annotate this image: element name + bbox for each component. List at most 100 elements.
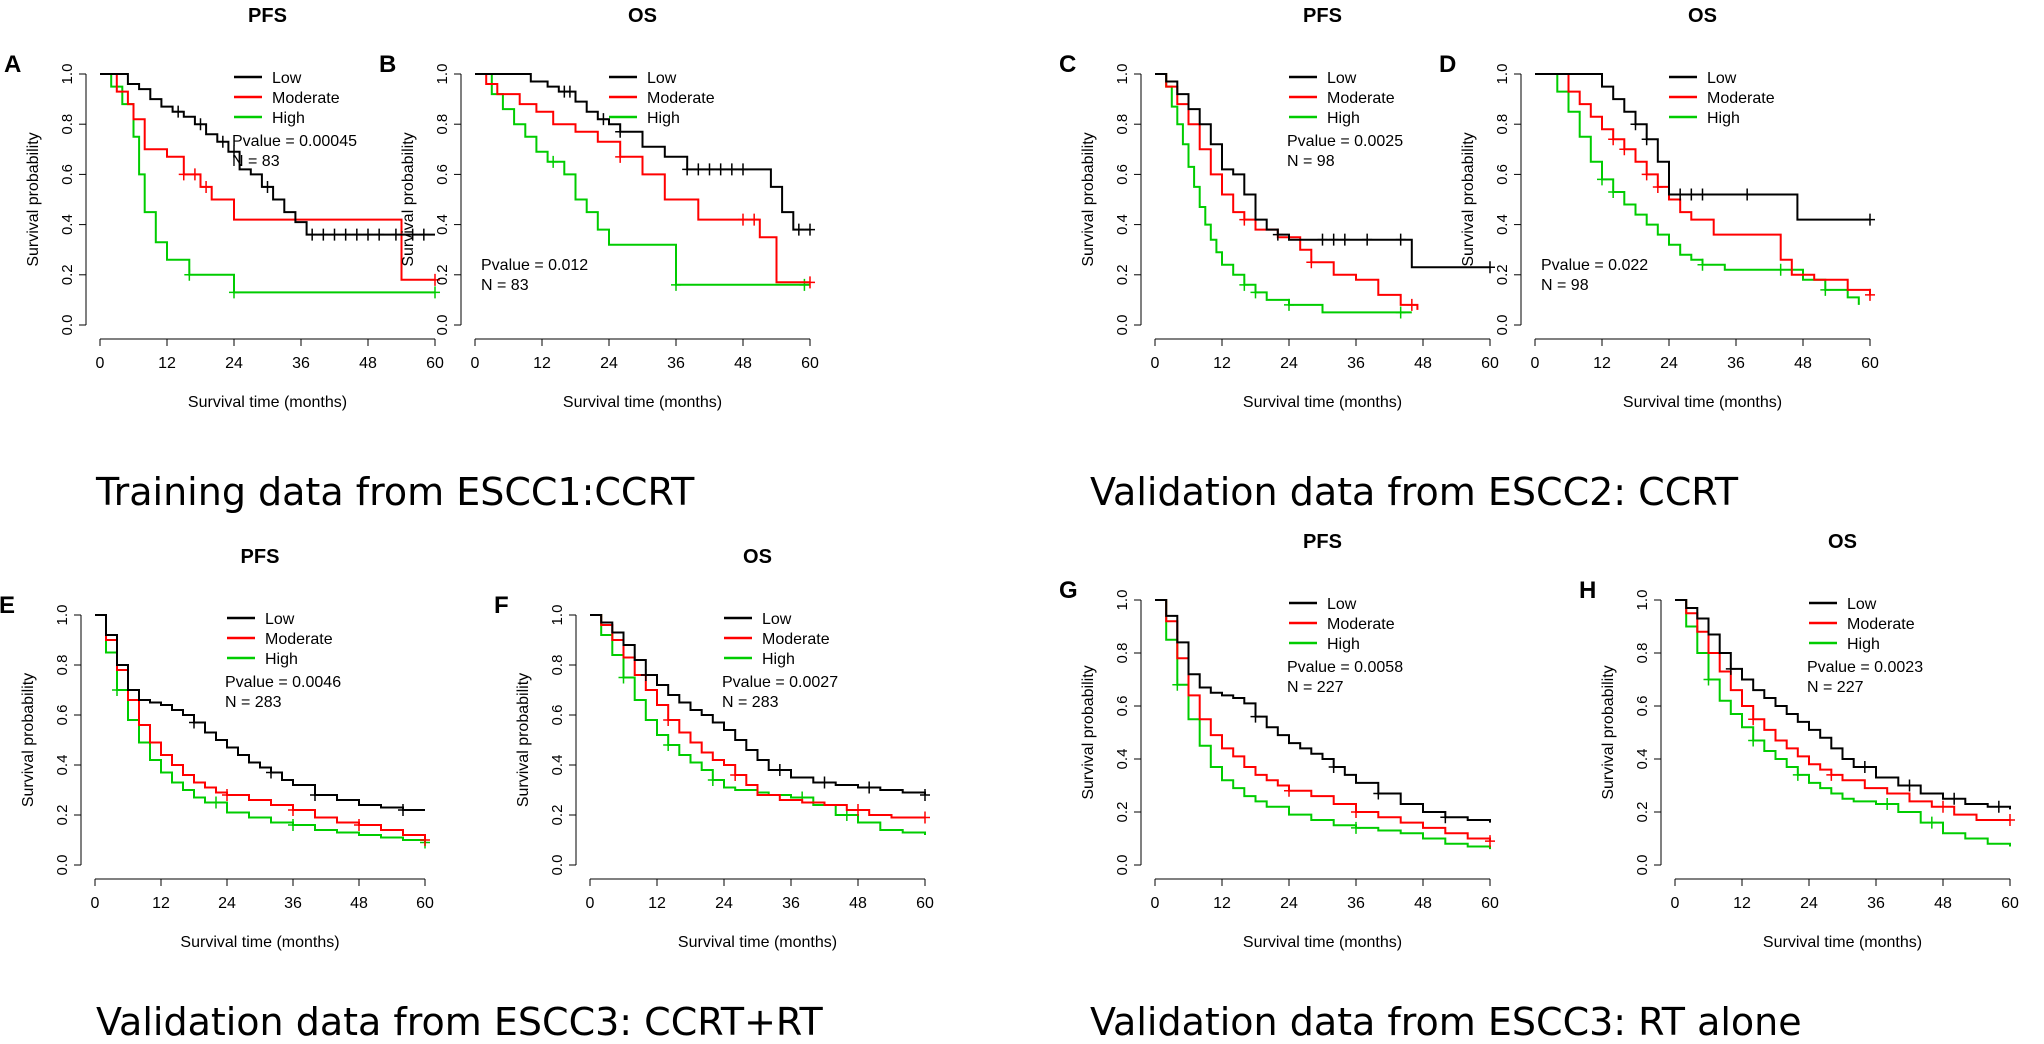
panel-e: E PFS 0 12 24 36 48 60 Survival time (months) 0.0…: [0, 546, 434, 951]
caption-escc1-ccrt: Training data from ESCC1:CCRT: [96, 470, 695, 514]
censor-mark-high: [1882, 798, 1893, 811]
y-tick-label: 0.8: [54, 655, 71, 676]
y-tick-label: 1.0: [1114, 590, 1131, 611]
legend-label-high: High: [1327, 110, 1360, 127]
censor-mark-low: [1317, 233, 1328, 246]
censor-mark-moderate: [1826, 768, 1837, 781]
x-tick-label: 12: [1733, 895, 1751, 912]
chart-title: PFS: [1303, 5, 1342, 27]
y-tick-label: 0.2: [549, 805, 566, 826]
x-tick-label: 36: [292, 355, 310, 372]
panel-d: D OS 0 12 24 36 48 60 Survival time (months) 0.0 0…: [1439, 5, 1879, 411]
x-tick-label: 12: [1213, 355, 1231, 372]
censor-mark-low: [1697, 188, 1708, 201]
y-tick-label: 0.6: [59, 164, 76, 185]
x-tick-label: 48: [359, 355, 377, 372]
censor-mark-moderate: [1865, 288, 1875, 301]
panel-b: B OS 0 12 24 36 48 60 Survival time (months) 0.0 0…: [379, 5, 819, 411]
y-tick-label: 0.4: [1114, 749, 1131, 770]
panel-letter: D: [1439, 51, 1456, 78]
caption-escc3-ccrt-rt: Validation data from ESCC3: CCRT+RT: [96, 1000, 823, 1044]
y-tick-label: 0.2: [1114, 802, 1131, 823]
censor-mark-low: [1328, 760, 1339, 773]
censor-mark-low: [1250, 710, 1261, 723]
y-tick-label: 1.0: [1494, 64, 1511, 85]
censor-mark-high: [663, 739, 674, 751]
censor-mark-low: [1362, 233, 1373, 246]
censor-mark-high: [288, 819, 298, 831]
pvalue-annotation: Pvalue = 0.0023: [1807, 659, 1923, 676]
legend-label-low: Low: [1327, 70, 1357, 87]
censor-mark-low: [229, 145, 239, 158]
n-annotation: N = 227: [1807, 679, 1864, 696]
y-tick-label: 0.4: [549, 755, 566, 776]
censor-mark-low: [307, 228, 318, 241]
x-axis-label: Survival time (months): [1623, 394, 1782, 411]
x-tick-label: 12: [1213, 895, 1231, 912]
series-line-low: [1535, 73, 1870, 221]
legend-label-high: High: [1327, 636, 1360, 653]
series-line-low: [590, 614, 926, 795]
panel-g: G PFS 0 12 24 36 48 60 Survival time (months) 0.0…: [1059, 531, 1499, 951]
censor-mark-low: [1328, 233, 1339, 246]
y-axis-label: Survival probability: [515, 673, 532, 807]
censor-mark-moderate: [1351, 806, 1361, 818]
censor-mark-high: [707, 774, 718, 786]
censor-mark-moderate: [1306, 256, 1317, 269]
pvalue-annotation: Pvalue = 0.0025: [1287, 133, 1403, 150]
x-tick-label: 0: [471, 355, 480, 372]
y-tick-label: 0.4: [59, 214, 76, 235]
series-line-high: [1155, 599, 1491, 850]
x-tick-label: 36: [1867, 895, 1885, 912]
censor-mark-moderate: [178, 168, 189, 181]
censor-mark-low: [189, 716, 199, 729]
panel-c: C PFS 0 12 24 36 48 60 Survival time (months) 0.0…: [1059, 5, 1499, 411]
y-tick-label: 0.8: [1494, 114, 1511, 135]
series-line-low: [95, 614, 425, 811]
censor-mark-low: [726, 163, 737, 176]
censor-mark-high: [1703, 673, 1714, 686]
series-line-moderate: [475, 73, 810, 284]
legend-label-moderate: Moderate: [265, 631, 333, 648]
y-tick-label: 0.2: [54, 805, 71, 826]
censor-mark-high: [1284, 298, 1294, 311]
x-tick-label: 12: [158, 355, 176, 372]
y-tick-label: 1.0: [1114, 64, 1131, 85]
chart-title: OS: [743, 546, 772, 568]
legend-label-low: Low: [1327, 596, 1357, 613]
y-axis-label: Survival probability: [1080, 132, 1097, 266]
y-tick-label: 0.0: [1634, 855, 1651, 876]
censor-mark-moderate: [663, 714, 674, 726]
x-tick-label: 60: [916, 895, 934, 912]
panel-a: A PFS 0 12 24 36 48 60 Survival time (months) 0.0…: [4, 5, 444, 411]
y-tick-label: 0.6: [1114, 696, 1131, 717]
panel-f: F OS 0 12 24 36 48 60 Survival time (months) 0.0 0…: [494, 546, 934, 951]
censor-mark-low: [329, 228, 340, 241]
x-tick-label: 36: [1347, 895, 1365, 912]
censor-mark-high: [1250, 286, 1261, 299]
censor-mark-moderate: [222, 789, 232, 801]
censor-mark-low: [217, 135, 228, 148]
censor-mark-moderate: [1608, 133, 1619, 146]
censor-mark-moderate: [1619, 143, 1630, 156]
legend-label-high: High: [762, 651, 795, 668]
censor-mark-high: [1775, 263, 1786, 276]
censor-mark-low: [598, 113, 609, 126]
y-axis-label: Survival probability: [1080, 665, 1097, 799]
pvalue-annotation: Pvalue = 0.012: [481, 257, 588, 274]
x-axis-label: Survival time (months): [1243, 934, 1402, 951]
censor-mark-high: [1792, 768, 1803, 781]
x-tick-label: 48: [1934, 895, 1952, 912]
censor-mark-low: [1859, 760, 1870, 773]
censor-mark-moderate: [420, 834, 430, 846]
x-tick-label: 60: [2001, 895, 2019, 912]
censor-mark-low: [363, 228, 373, 241]
n-annotation: N = 227: [1287, 679, 1344, 696]
x-tick-label: 48: [1794, 355, 1812, 372]
x-tick-label: 0: [1671, 895, 1680, 912]
censor-mark-moderate: [1652, 180, 1663, 193]
y-tick-label: 0.4: [1634, 749, 1651, 770]
censor-mark-low: [920, 789, 930, 801]
censor-mark-high: [548, 155, 559, 168]
series-line-moderate: [100, 73, 435, 281]
